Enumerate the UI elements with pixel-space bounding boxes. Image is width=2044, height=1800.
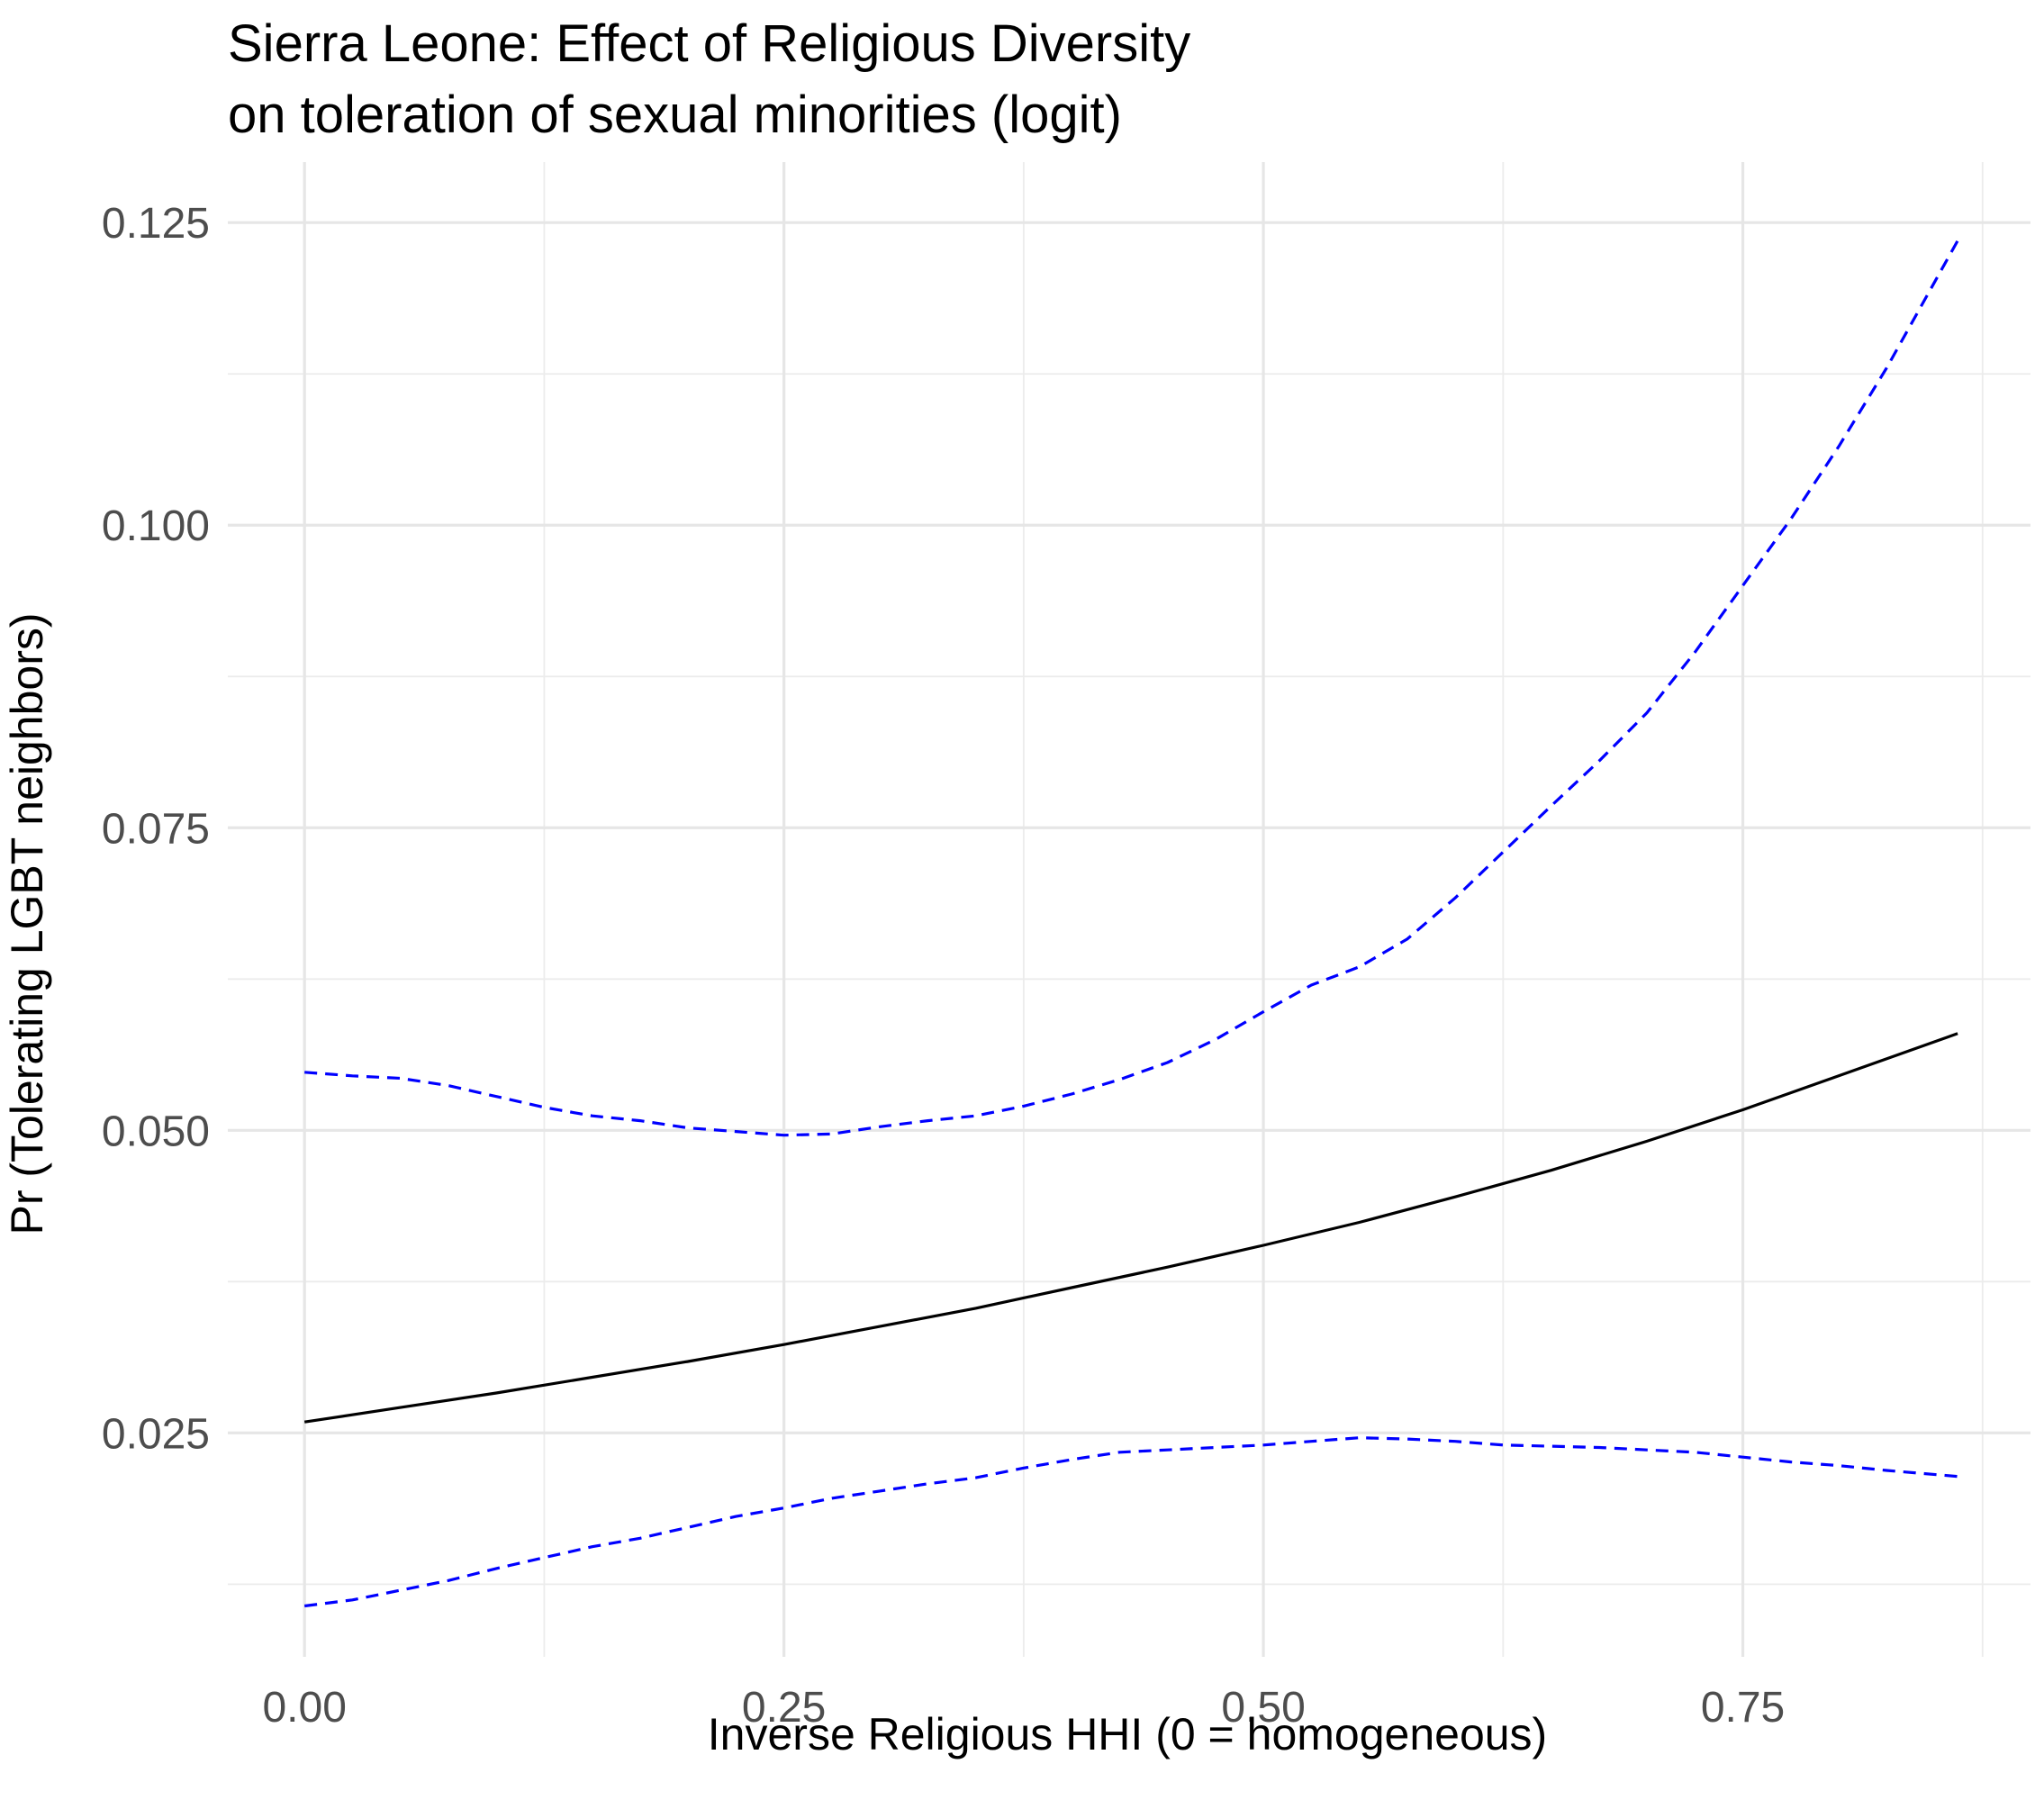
upper-bound-line	[304, 240, 1959, 1137]
chart-subtitle: on toleration of sexual minorities (logi…	[228, 86, 1122, 144]
x-tick-label: 0.00	[262, 1684, 346, 1732]
x-tick-labels: 0.00 0.25 0.50 0.75	[262, 1684, 1785, 1732]
y-tick-label: 0.100	[102, 502, 210, 550]
y-tick-label: 0.125	[102, 200, 210, 248]
lower-bound-line	[304, 1436, 1958, 1608]
y-tick-labels: 0.025 0.050 0.075 0.100 0.125	[102, 200, 210, 1458]
x-tick-label: 0.25	[742, 1684, 826, 1732]
x-axis-title: Inverse Religious HHI (0 = homogeneous)	[708, 1709, 1547, 1759]
grid-lines	[228, 162, 2030, 1657]
y-tick-label: 0.050	[102, 1108, 210, 1155]
x-tick-label: 0.50	[1221, 1684, 1305, 1732]
y-axis-title: Pr (Tolerating LGBT neighbors)	[2, 612, 52, 1235]
estimate-line	[303, 1032, 1958, 1424]
y-tick-label: 0.025	[102, 1410, 210, 1458]
series-lines	[303, 240, 1959, 1608]
chart-title: Sierra Leone: Effect of Religious Divers…	[228, 14, 1190, 73]
y-tick-label: 0.075	[102, 805, 210, 853]
x-tick-label: 0.75	[1701, 1684, 1785, 1732]
